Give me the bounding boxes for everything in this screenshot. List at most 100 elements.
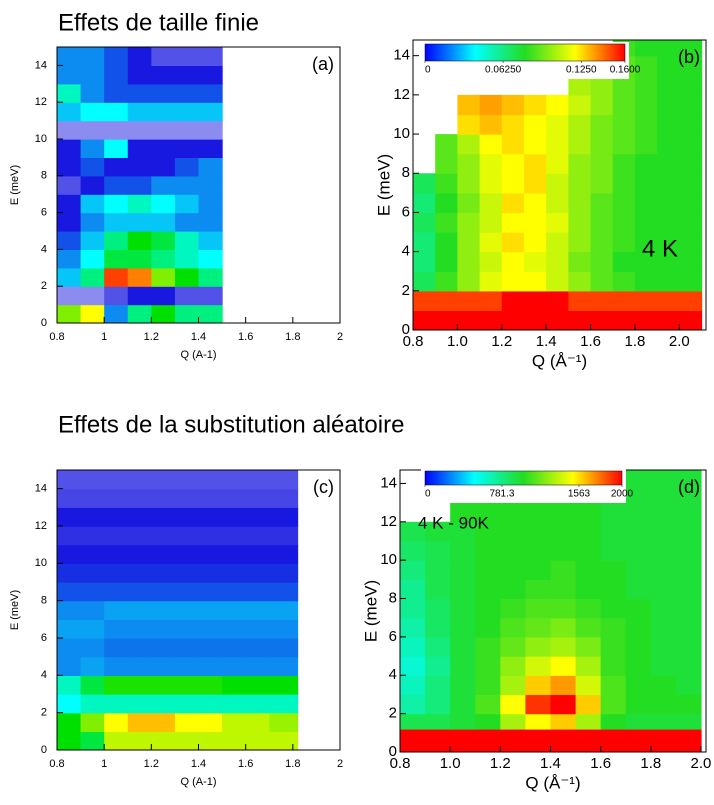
heatmap-cell [425,728,451,752]
x-tick-label: 0.8 [49,758,64,770]
heatmap-cell [634,271,658,292]
y-tick-label: 12 [380,513,397,530]
heatmap-cell [675,540,702,561]
heatmap-cell [104,286,129,306]
heatmap-cell [245,694,270,714]
heatmap-cell [523,192,547,214]
heatmap-cell [612,251,636,272]
heatmap-cell [104,194,129,214]
heatmap-cell [575,540,602,561]
heatmap-cell [80,731,105,750]
heatmap-cell [57,249,82,269]
heatmap-cell [450,560,476,580]
heatmap-cell [525,675,552,696]
heatmap-cell [151,619,176,639]
heatmap-cell [198,286,223,306]
heatmap-cell [523,310,547,330]
heatmap-cell [450,713,476,730]
heatmap-cell [546,153,569,174]
heatmap-cell [625,579,652,600]
heatmap-cell [80,507,105,527]
heatmap-cell [523,153,547,174]
heatmap-cell [57,120,82,140]
y-tick-label: 4 [41,669,47,681]
heatmap-cell [650,521,677,542]
heatmap-cell [104,619,129,639]
heatmap-cell [600,540,627,561]
heatmap-cell [612,114,636,135]
heatmap-cell [400,675,426,696]
heatmap-cell [57,488,82,508]
heatmap-cell [174,120,200,140]
heatmap-cell [523,134,547,155]
heatmap-cell [546,173,569,194]
heatmap-cell [174,544,200,564]
heatmap-cell [245,526,270,546]
heatmap-cell [104,249,129,269]
x-tick-label: 1.8 [285,758,300,770]
heatmap-cell [104,544,129,564]
panel-label: (a) [312,54,334,74]
heatmap-cell [600,598,627,619]
heatmap-cell [151,563,176,583]
heatmap-cell [679,94,703,116]
y-tick-label: 14 [35,483,47,495]
heatmap-cell [104,175,129,195]
section-title: Effets de taille finie [58,9,259,36]
heatmap-cell [523,251,547,272]
heatmap-cell [269,488,299,508]
heatmap-cell [151,231,176,250]
heatmap-cells [413,40,703,330]
heatmap-cell [151,286,176,306]
heatmap-cell [269,731,299,750]
heatmap-cell [600,636,627,657]
heatmap-cell [457,232,481,253]
heatmap-cell [104,65,129,85]
heatmap-cell [174,675,200,695]
x-tick-label: 1.0 [447,333,468,350]
heatmap-cell [174,488,200,508]
heatmap-cell [675,656,702,676]
heatmap-cell [675,483,702,504]
heatmap-cell [198,526,223,546]
x-axis-label: Q (A-1) [180,349,216,361]
heatmap-cell [425,598,451,619]
heatmap-cell [245,563,270,583]
heatmap-cell [57,582,82,602]
heatmap-cell [435,153,458,174]
heatmap-cell [550,540,577,561]
heatmap-cell [198,488,223,508]
heatmap-cell [425,617,451,638]
heatmap-cell [612,271,636,292]
y-tick-label: 14 [35,59,47,71]
heatmap-cell [425,579,451,600]
heatmap-cell [269,526,299,546]
heatmap-cell [525,598,552,619]
heatmap-cell [550,579,577,600]
y-tick-label: 12 [35,520,47,532]
heatmap-cell [127,712,152,732]
heatmap-cell [650,694,677,715]
heatmap-cell [523,173,547,194]
heatmap-cell [198,544,223,564]
heatmap-cell [634,94,658,116]
heatmap-cell [198,175,223,195]
heatmap-cell [600,579,627,600]
heatmap-cell [104,139,129,158]
heatmap-cell [151,694,176,714]
heatmap-cell [600,675,627,696]
x-tick-label: 1 [101,758,107,770]
heatmap-cell [425,636,451,657]
heatmap-cell [413,212,436,233]
heatmap-cell [575,675,602,696]
heatmap-cell [575,502,602,523]
heatmap-cell [501,153,525,174]
heatmap-cell [500,617,527,638]
heatmap-cell [523,114,547,135]
heatmap-cell [457,212,481,233]
heatmap-cell [198,139,223,158]
heatmap-cell [657,212,680,233]
heatmap-cell [457,153,481,174]
heatmap-cell [198,619,223,639]
heatmap-cell [679,251,703,272]
